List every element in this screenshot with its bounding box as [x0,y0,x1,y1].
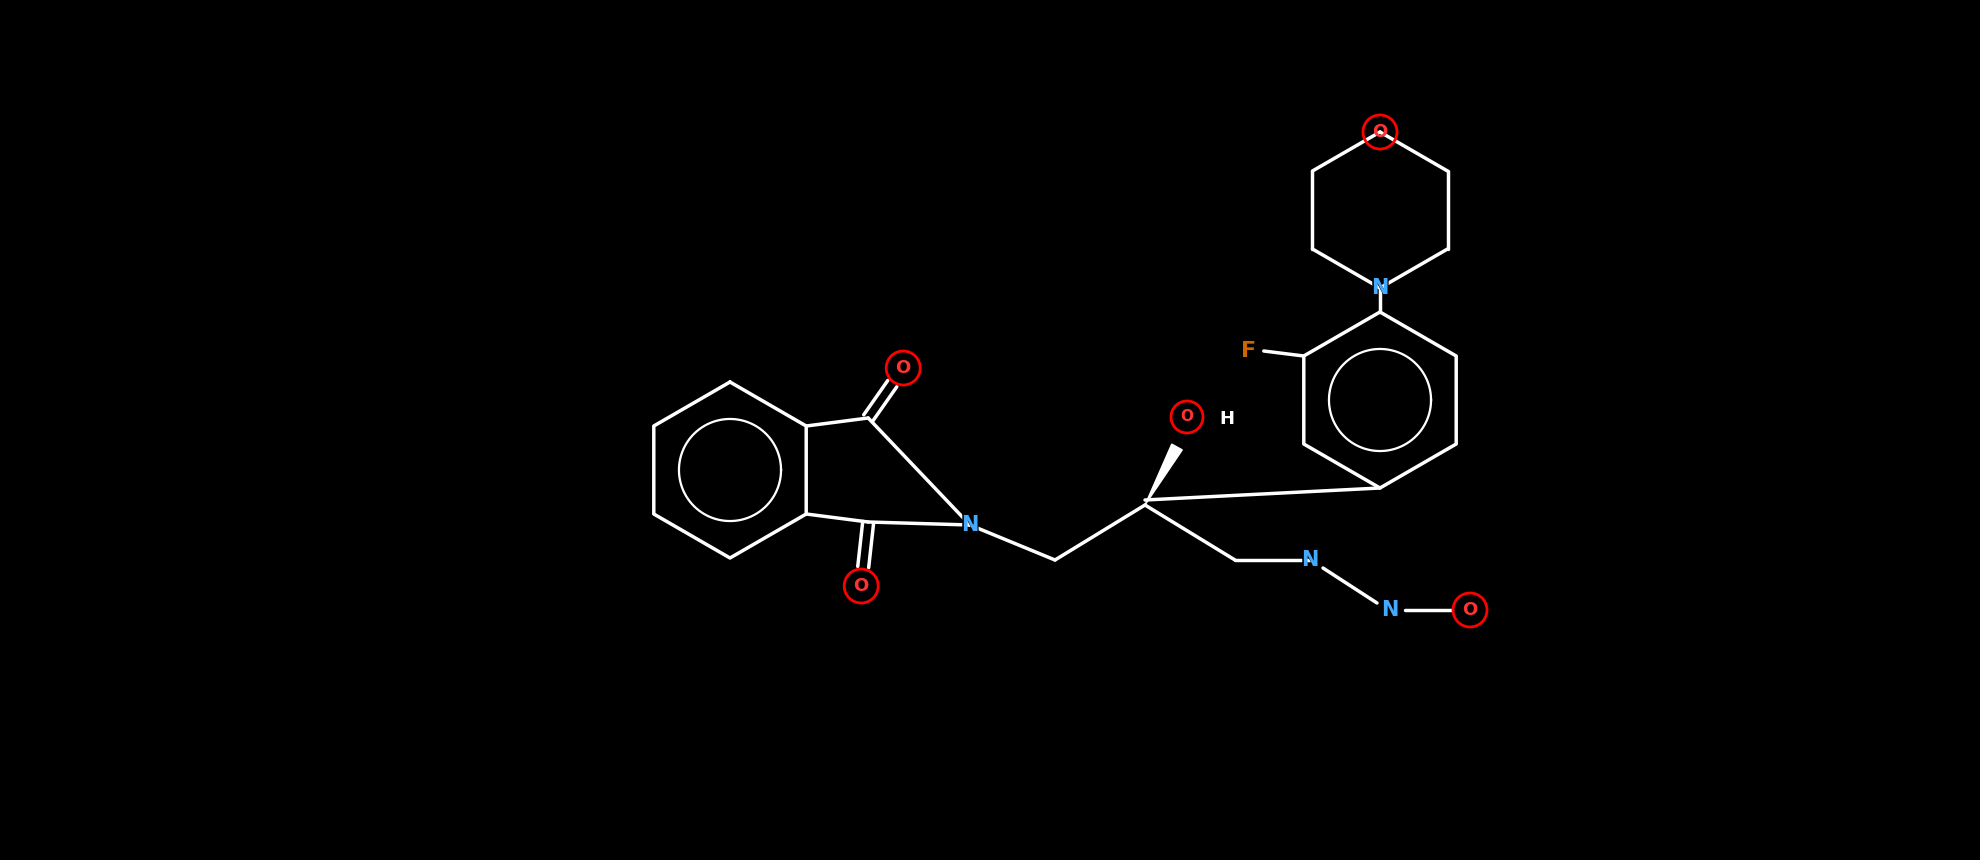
Text: F: F [1239,338,1257,364]
Text: O: O [853,577,869,595]
Text: O: O [1180,409,1194,425]
Polygon shape [1144,444,1182,505]
Text: N: N [1372,278,1388,298]
Text: N: N [1380,598,1400,622]
Text: N: N [1301,550,1319,570]
Text: O: O [895,359,911,377]
Text: H: H [1220,410,1234,428]
Text: N: N [960,513,980,537]
Text: N: N [1370,276,1390,300]
Text: N: N [1382,600,1398,620]
Text: H: H [1218,409,1236,429]
Text: O: O [1372,123,1388,141]
Text: F: F [1241,341,1257,361]
Text: O: O [1463,601,1477,619]
Text: N: N [1299,548,1321,572]
Text: N: N [962,515,978,535]
